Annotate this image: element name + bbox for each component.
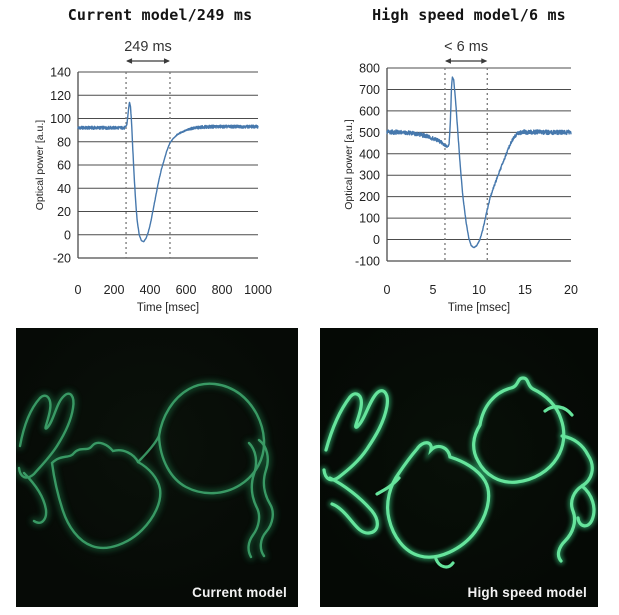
- annotation-label: < 6 ms: [444, 39, 488, 55]
- series-line: [386, 76, 572, 249]
- optical-power-chart-high-speed-model: 800 700 600 500 400 300 200 100 0 -100 0 5 10 15 20 Tim…: [343, 39, 578, 314]
- y-tick-label: 100: [50, 112, 71, 126]
- membrane-outlines: [17, 382, 274, 559]
- y-tick-label: 60: [57, 159, 71, 173]
- y-tick-label: 100: [359, 212, 380, 226]
- membrane-outlines: [322, 376, 596, 569]
- y-tick-label: 600: [359, 104, 380, 118]
- x-tick-label: 800: [212, 283, 233, 297]
- arrowhead-right-icon: [481, 58, 488, 64]
- x-axis-title: Time [msec]: [137, 302, 199, 314]
- y-tick-label: 0: [373, 233, 380, 247]
- x-tick-label: 200: [104, 283, 125, 297]
- y-tick-label: 120: [50, 89, 71, 103]
- chart-title-current-model: Current model/249 ms: [67, 6, 253, 24]
- x-tick-label: 1000: [244, 283, 272, 297]
- x-tick-label: 400: [140, 283, 161, 297]
- series-line: [77, 101, 259, 243]
- fluorescence-image-high-speed-model: High speed model: [320, 328, 598, 607]
- membrane-outline-art-current: [16, 380, 277, 561]
- membrane-outline-art-high-speed: [320, 374, 598, 569]
- y-tick-label: 140: [50, 66, 71, 80]
- x-tick-label: 600: [176, 283, 197, 297]
- x-tick-label: 0: [75, 283, 82, 297]
- image-caption-high-speed-model: High speed model: [467, 585, 587, 600]
- y-tick-label: -100: [355, 255, 380, 269]
- y-tick-label: 300: [359, 169, 380, 183]
- x-tick-label: 10: [472, 283, 486, 297]
- chart-panel-current-model: 140 120 100 80 60 40 20 0 -20 0 200 400 600 800 1000 Ti…: [10, 4, 310, 324]
- fluorescence-image-current-model: Current model: [16, 328, 298, 607]
- y-tick-label: 500: [359, 126, 380, 140]
- y-tick-label: 700: [359, 83, 380, 97]
- y-tick-label: 400: [359, 147, 380, 161]
- y-tick-label: 80: [57, 135, 71, 149]
- arrowhead-left-icon: [126, 58, 133, 64]
- x-tick-label: 5: [430, 283, 437, 297]
- y-tick-label: 0: [64, 228, 71, 242]
- y-axis-title: Optical power [a.u.]: [34, 120, 46, 211]
- image-caption-current-model: Current model: [192, 585, 287, 600]
- annotation-label: 249 ms: [124, 39, 172, 55]
- y-axis-title: Optical power [a.u.]: [343, 119, 355, 210]
- y-tick-label: 20: [57, 205, 71, 219]
- x-tick-label: 15: [518, 283, 532, 297]
- x-tick-label: 20: [564, 283, 578, 297]
- y-tick-label: 800: [359, 62, 380, 76]
- y-tick-label: 40: [57, 182, 71, 196]
- arrowhead-right-icon: [163, 58, 170, 64]
- chart-panel-high-speed-model: 800 700 600 500 400 300 200 100 0 -100 0 5 10 15 20 Tim…: [319, 4, 619, 324]
- y-tick-label: -20: [53, 252, 71, 266]
- chart-title-high-speed-model: High speed model/6 ms: [372, 6, 566, 24]
- x-tick-label: 0: [384, 283, 391, 297]
- arrowhead-left-icon: [444, 58, 451, 64]
- y-tick-label: 200: [359, 190, 380, 204]
- x-axis-title: Time [msec]: [448, 302, 510, 314]
